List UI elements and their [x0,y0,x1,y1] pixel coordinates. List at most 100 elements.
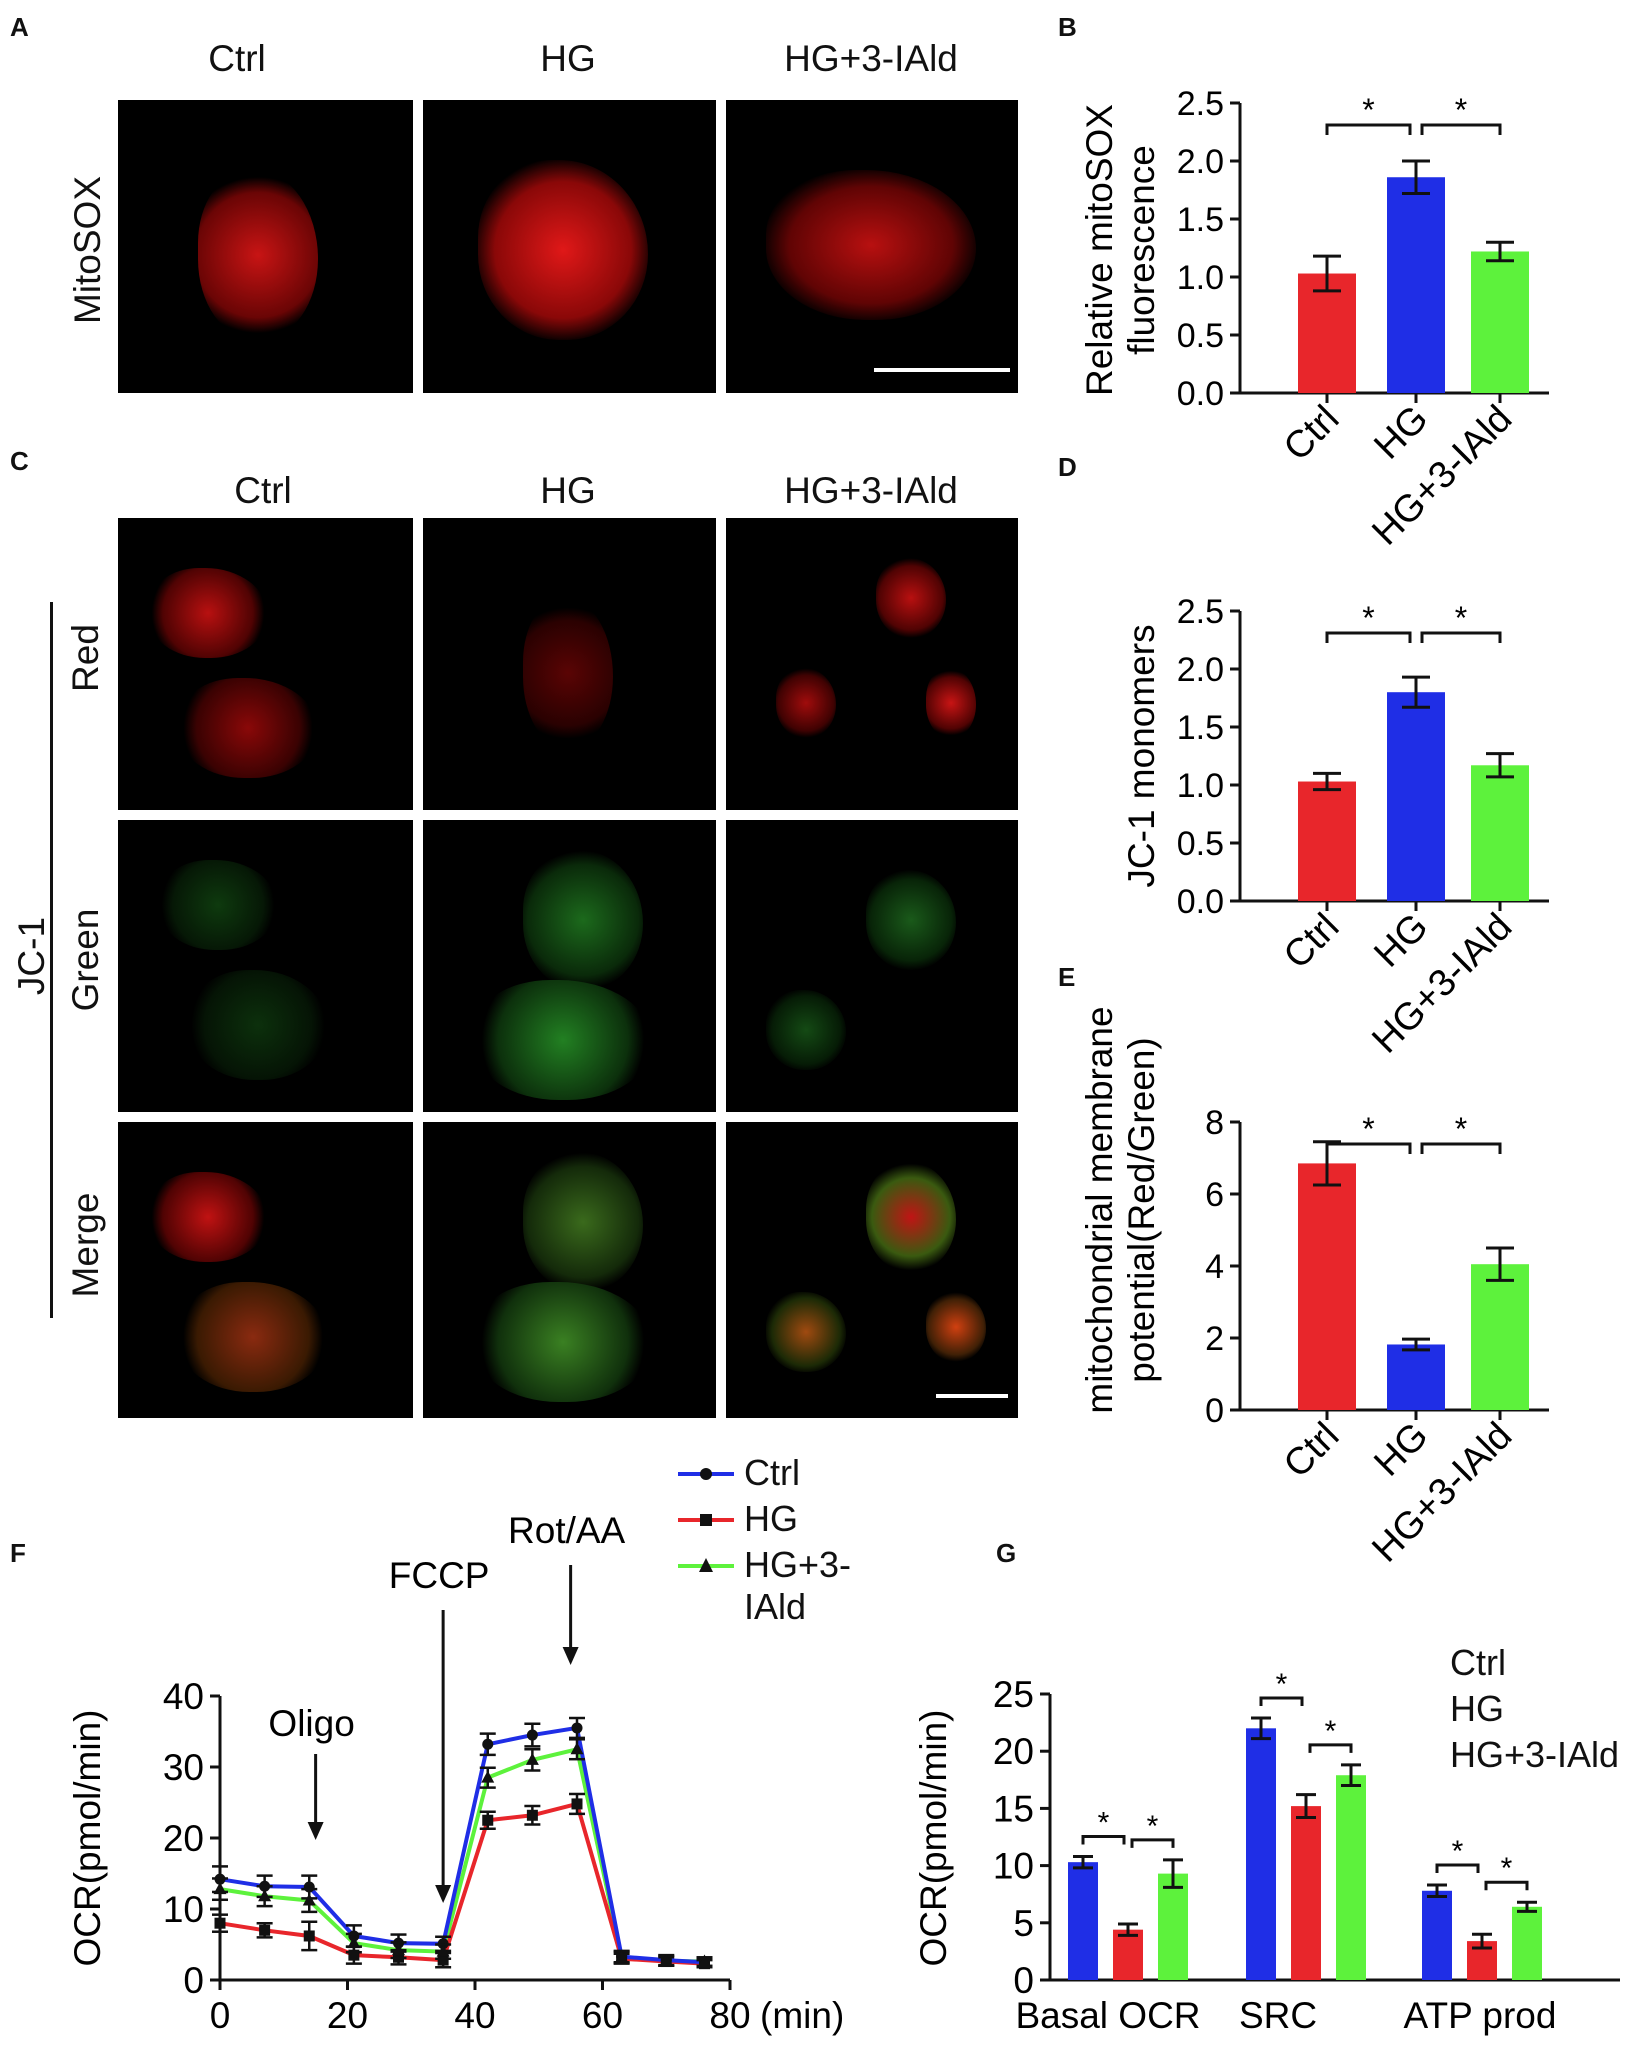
sig-star-e: * [1362,1111,1374,1147]
y-tick-label-e: 2 [1205,1320,1224,1358]
y-tick-label-f: 20 [163,1818,204,1859]
annotation-rot-aa: Rot/AA [508,1510,626,1551]
y-tick-label-g: 15 [993,1788,1034,1829]
micrograph-c-merge-hg [423,1122,716,1418]
y-tick-label-g: 10 [993,1846,1034,1887]
point-hg [348,1949,360,1961]
point-hg3 [302,1893,316,1906]
point-hg [259,1924,271,1936]
point-ctrl [571,1722,583,1734]
micrograph-c-red-ctrl [118,518,413,810]
legend-f-hg3-label: HG+3-IAld [744,1544,852,1627]
y-tick-label-b: 1.0 [1177,259,1224,297]
point-ctrl [303,1881,315,1893]
micrograph-c-green-ctrl [118,820,413,1112]
y-tick-label-b: 2.5 [1177,85,1224,123]
sig-bracket-g [1435,1863,1480,1874]
sig-bracket-b [1325,123,1412,135]
micrograph-c-green-hg [423,820,716,1112]
point-hg [660,1956,672,1968]
panel-letter-a: A [10,12,29,42]
x-tick-label-f: 40 [454,1995,495,2036]
y-label-f: OCR(pmol/min) [67,1710,108,1967]
legend-g-hg: HG [1450,1688,1504,1729]
point-ctrl [616,1951,628,1963]
annotation-arrowhead [562,1647,579,1665]
y-tick-label-d: 1.0 [1177,767,1224,805]
point-hg [571,1798,583,1810]
row-label-green: Green [65,908,106,1012]
legend-f-hg-label: HG [744,1498,798,1539]
x-tick-label-d: HG [1366,906,1436,976]
sig-star-e: * [1455,1111,1467,1147]
sig-bracket-g [1259,1696,1304,1707]
bar-g-1-1 [1291,1806,1321,1980]
y-tick-label-g: 20 [993,1731,1034,1772]
sig-star-g: * [1501,1852,1513,1885]
micrograph-a-ctrl [118,100,413,393]
point-ctrl [214,1873,226,1885]
y-label-b: Relative mitoSOX [1079,104,1120,396]
jc1-group-line [50,602,53,1318]
col-title-hg3-c: HG+3-IAld [784,470,958,511]
row-label-mitosox: MitoSOX [67,175,108,325]
sig-star-d: * [1362,600,1374,636]
x-tick-label-b: HG [1366,398,1436,468]
bar-g-0-0 [1068,1862,1098,1980]
sig-star-g: * [1147,1810,1159,1843]
micrograph-c-red-hg3 [726,518,1018,810]
sig-star-g: * [1098,1806,1110,1839]
bar-e-1 [1387,1344,1445,1410]
x-tick-label-b: Ctrl [1276,398,1347,469]
y-tick-label-b: 0.0 [1177,375,1224,413]
micrograph-a-hg [423,100,716,393]
point-hg3 [570,1742,584,1755]
point-hg [214,1917,226,1929]
y-tick-label-g: 0 [1013,1960,1034,2001]
bar-g-0-2 [1158,1873,1188,1980]
x-tick-label-f: 20 [327,1995,368,2036]
x-tick-label-e: HG+3-IAld [1364,1415,1520,1571]
point-hg [699,1958,710,1970]
series-line-0 [219,1725,705,1965]
bar-b-1 [1387,177,1445,393]
bar-g-2-2 [1512,1906,1542,1980]
y-tick-label-f: 30 [163,1747,204,1788]
point-hg [393,1951,404,1963]
legend-g-ctrl: Ctrl [1450,1642,1506,1683]
y-label-e: potential(Red/Green) [1121,1037,1162,1383]
point-hg3 [698,1954,711,1967]
bar-d-1 [1387,692,1445,901]
col-title-hg3-a: HG+3-IAld [784,38,958,79]
bar-g-0-1 [1113,1929,1143,1980]
point-hg [616,1953,628,1965]
sig-star-b: * [1362,92,1374,128]
x-tick-label-f: 0 [210,1995,231,2036]
annotation-arrowhead [435,1885,452,1903]
point-hg3 [525,1752,539,1765]
bar-e-0 [1298,1163,1356,1410]
y-tick-label-g: 25 [993,1674,1034,1715]
point-hg3 [258,1889,272,1902]
sig-bracket-g [1308,1743,1353,1753]
sig-bracket-g [1081,1834,1126,1845]
y-tick-label-d: 2.5 [1177,593,1224,631]
point-ctrl [699,1956,710,1968]
series-line-1 [219,1801,705,1966]
point-hg [526,1809,538,1821]
y-tick-label-b: 2.0 [1177,143,1224,181]
x-tick-label-e: HG [1366,1415,1436,1485]
col-title-ctrl-c: Ctrl [234,470,292,511]
bar-g-2-0 [1422,1890,1452,1980]
annotation-arrowhead [307,1822,324,1840]
y-tick-label-d: 0.5 [1177,825,1224,863]
micrograph-c-merge-hg3 [726,1122,1018,1418]
y-tick-label-g: 5 [1013,1903,1034,1944]
y-label-e: mitochondrial membrane [1079,1006,1120,1413]
point-hg [482,1814,494,1826]
bar-b-0 [1298,273,1356,393]
point-ctrl [482,1738,494,1750]
micrograph-c-merge-ctrl [118,1122,413,1418]
col-title-hg-a: HG [540,38,596,79]
group-label-jc1: JC-1 [11,916,52,996]
